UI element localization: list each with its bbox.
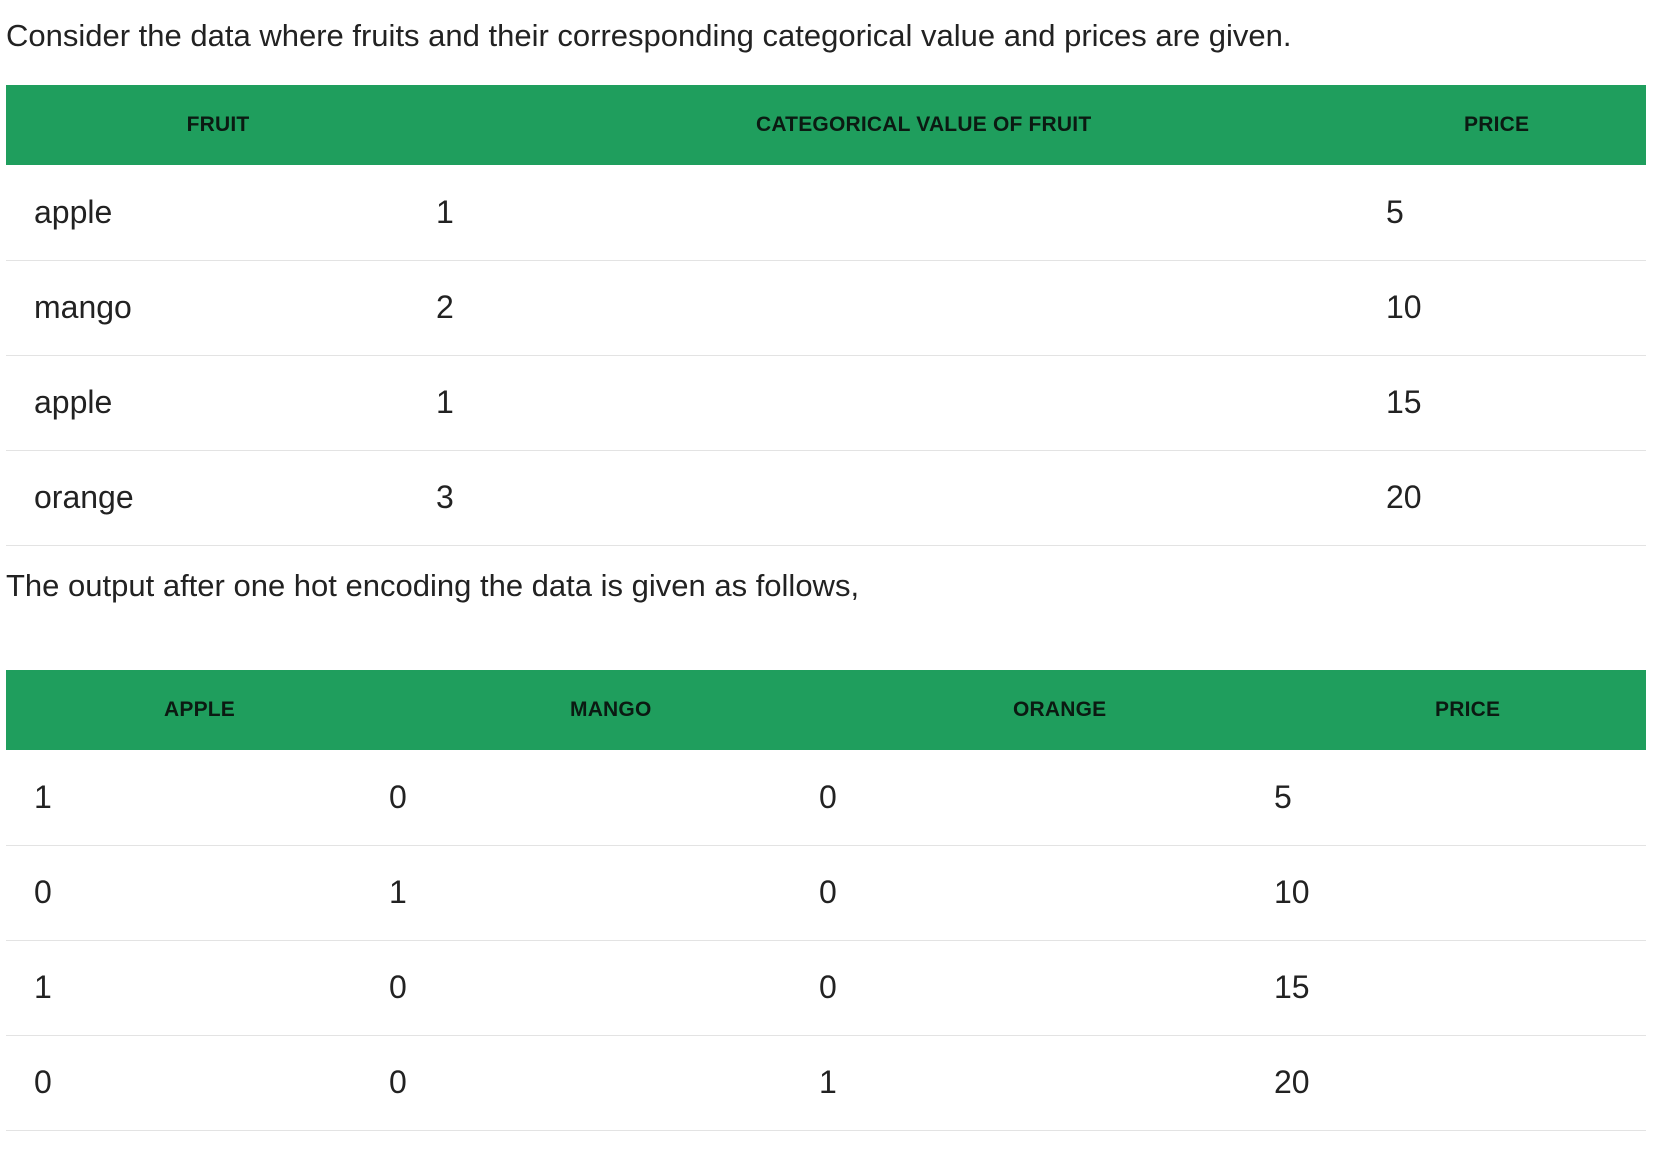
cell-categorical-value: 1 <box>436 193 454 230</box>
column-header-mango: MANGO <box>570 698 652 721</box>
cell-orange: 0 <box>819 778 837 815</box>
column-header-fruit-label: FRUIT <box>186 113 250 136</box>
cell-mango: 0 <box>389 778 407 815</box>
column-header-price: PRICE <box>1464 113 1530 136</box>
cell-fruit: apple <box>34 193 113 230</box>
cell-orange: 0 <box>819 969 837 1005</box>
one-hot-encoded-table: APPLE MANGO ORANGE PRICE 1 0 0 5 0 1 0 1… <box>6 670 1646 1131</box>
fruit-category-table: FRUIT CATEGORICAL VALUE OF FRUIT PRICE a… <box>6 85 1646 546</box>
table-row: 0 1 0 10 <box>6 845 1646 940</box>
table-row: mango 2 10 <box>6 260 1646 355</box>
header-row: APPLE MANGO ORANGE PRICE <box>6 670 1646 750</box>
table-row: 0 0 1 20 <box>6 1035 1646 1130</box>
column-header-price: PRICE <box>1435 698 1501 721</box>
cell-apple: 0 <box>34 874 52 910</box>
cell-apple: 0 <box>34 1064 52 1100</box>
cell-fruit: mango <box>34 289 132 325</box>
cell-price: 5 <box>1386 193 1404 230</box>
table-row: apple 1 5 <box>6 165 1646 260</box>
cell-mango: 1 <box>389 874 407 910</box>
cell-price: 10 <box>1386 289 1422 325</box>
cell-fruit: orange <box>34 479 134 515</box>
cell-apple: 1 <box>34 778 52 815</box>
cell-categorical-value: 2 <box>436 289 454 325</box>
cell-price: 15 <box>1386 384 1422 420</box>
cell-categorical-value: 3 <box>436 479 454 515</box>
cell-price: 5 <box>1274 778 1292 815</box>
cell-price: 15 <box>1274 969 1310 1005</box>
cell-mango: 0 <box>389 1064 407 1100</box>
intro-paragraph: Consider the data where fruits and their… <box>6 18 1292 53</box>
cell-orange: 0 <box>819 874 837 910</box>
encoded-table-header: APPLE MANGO ORANGE PRICE <box>6 670 1646 750</box>
table-row: 1 0 0 5 <box>6 750 1646 845</box>
cell-price: 20 <box>1386 479 1422 515</box>
column-header-orange: ORANGE <box>1013 698 1107 721</box>
cell-mango: 0 <box>389 969 407 1005</box>
table-row: orange 3 20 <box>6 450 1646 545</box>
cell-price: 10 <box>1274 874 1310 910</box>
table-row: 1 0 0 15 <box>6 940 1646 1035</box>
cell-apple: 1 <box>34 969 52 1005</box>
encoded-table-body: 1 0 0 5 0 1 0 10 1 0 0 15 0 0 1 20 <box>6 750 1646 1130</box>
column-header-apple: APPLE <box>164 698 236 721</box>
header-row: FRUIT CATEGORICAL VALUE OF FRUIT PRICE <box>6 85 1646 165</box>
cell-fruit: apple <box>34 384 113 420</box>
cell-categorical-value: 1 <box>436 384 454 420</box>
fruit-table-body: apple 1 5 mango 2 10 apple 1 15 orange 3… <box>6 165 1646 545</box>
fruit-table-header: FRUIT CATEGORICAL VALUE OF FRUIT PRICE <box>6 85 1646 165</box>
column-header-fruit: FRUIT <box>6 85 436 165</box>
output-paragraph: The output after one hot encoding the da… <box>6 568 860 603</box>
cell-price: 20 <box>1274 1064 1310 1100</box>
table-row: apple 1 15 <box>6 355 1646 450</box>
cell-orange: 1 <box>819 1064 837 1100</box>
column-header-categorical-value: CATEGORICAL VALUE OF FRUIT <box>756 113 1092 136</box>
